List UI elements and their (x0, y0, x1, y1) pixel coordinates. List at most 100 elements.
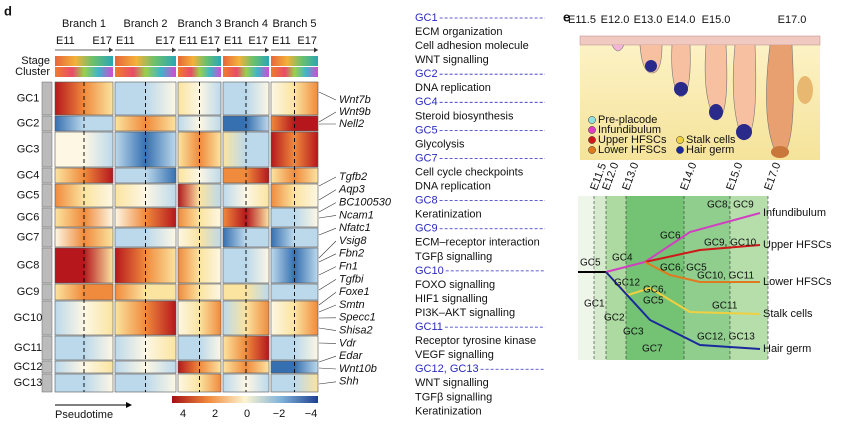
gene-leader (318, 227, 337, 236)
cluster-bar (178, 67, 221, 77)
go-term: Glycolysis (415, 138, 465, 150)
stage-bar (115, 56, 176, 66)
arrow-head (217, 47, 221, 53)
lineage-branch (644, 261, 760, 283)
stage-mark: E11 (56, 35, 75, 47)
tree-label: GC5 (580, 258, 601, 269)
stage-band (606, 196, 626, 360)
legend-dot (588, 116, 596, 124)
gene-leader (318, 367, 337, 370)
stage-bar (223, 56, 269, 66)
go-term: DNA replication (415, 82, 491, 94)
stage-band (578, 196, 594, 360)
gene-label: Aqp3 (338, 184, 366, 196)
go-term: DNA replication (415, 181, 491, 193)
cluster-bar (55, 67, 113, 77)
gene-leader (318, 215, 337, 219)
cluster-bar (223, 67, 269, 77)
heatmap-cell (54, 335, 114, 361)
stage-mark: E17 (92, 35, 112, 47)
cluster-label: GC7 (17, 231, 40, 243)
tree-label: GC10, GC11 (697, 271, 754, 282)
gene-leader (318, 189, 337, 201)
gene-leader (318, 279, 337, 291)
fate-label: Stalk cells (763, 308, 813, 320)
branch-label: Branch 1 (62, 18, 106, 30)
gene-leader (318, 266, 337, 276)
go-term: HIF1 signalling (415, 293, 488, 305)
go-cluster: GC4 (415, 96, 438, 108)
go-term: Cell cycle checkpoints (415, 166, 524, 178)
go-cluster: GC2 (415, 68, 438, 80)
gene-leader (318, 291, 337, 306)
branch-label: Branch 4 (224, 18, 268, 30)
tree-label: GC11 (712, 301, 738, 312)
gene-leader (318, 304, 337, 313)
colorbar (172, 396, 318, 403)
colorbar-tick: 4 (180, 408, 186, 420)
gene-leader (318, 253, 337, 263)
gene-leader (318, 91, 337, 101)
gene-leader (318, 381, 337, 385)
gene-label: Specc1 (339, 312, 376, 324)
legend-dot (588, 146, 596, 154)
stage-bar (271, 56, 318, 66)
cluster-label: GC3 (17, 143, 40, 155)
go-cluster: GC5 (415, 124, 438, 136)
go-cluster: GC1 (415, 12, 438, 24)
tree-label: GC6 (660, 231, 681, 242)
gene-leader (318, 355, 337, 363)
tree-label: GC1 (584, 299, 605, 310)
stage-mark: E11 (224, 35, 243, 47)
gene-label: Tgfbi (339, 273, 364, 285)
cluster-label: GC4 (17, 169, 40, 181)
panel-label: d (4, 3, 12, 18)
gene-leader (318, 327, 337, 331)
cluster-label: GC9 (17, 286, 40, 298)
tree-label: GC8, GC9 (707, 200, 754, 211)
tree-label: GC5 (643, 296, 664, 307)
fate-label: Lower HFSCs (763, 276, 832, 288)
cluster-label: GC12 (14, 361, 43, 373)
legend-label: Upper HFSCs (598, 134, 667, 146)
lineage-branch (605, 212, 761, 273)
gland (797, 76, 813, 104)
cluster-box (41, 183, 53, 208)
gene-label: Fbn2 (339, 248, 364, 260)
go-term: TGFβ signalling (415, 391, 492, 403)
tree-label: GC6, GC5 (660, 263, 707, 274)
arrow-head (109, 47, 113, 53)
stage-label: E11.5 (568, 14, 596, 26)
hair-germ (674, 82, 688, 96)
cluster-label: GC10 (14, 312, 43, 324)
go-term: PI3K–AKT signalling (415, 307, 515, 319)
legend-label: Lower HFSCs (598, 144, 667, 156)
stage-label: E14.0 (667, 14, 696, 26)
go-term: Receptor tyrosine kinase (415, 335, 536, 347)
legend-label: Infundibulum (598, 124, 661, 136)
go-cluster: GC8 (415, 195, 438, 207)
arrow-head (314, 47, 318, 53)
gene-leader (318, 111, 337, 123)
go-cluster: GC11 (415, 321, 443, 333)
cluster-label: GC1 (17, 92, 40, 104)
gene-label: Nell2 (339, 118, 364, 130)
colorbar-tick: 2 (212, 408, 218, 420)
gene-label: Nfatc1 (339, 222, 371, 234)
tree-label: GC3 (623, 327, 644, 338)
legend-label: Pre-placode (598, 114, 657, 126)
stage-label: E12.0 (601, 14, 630, 26)
gene-label: Smtn (339, 299, 365, 311)
row-label: Cluster (15, 66, 50, 78)
x-label: Pseudotime (55, 409, 113, 421)
gene-label: Wnt7b (339, 94, 371, 106)
hair-germ (736, 124, 752, 140)
gene-label: Vdr (339, 337, 357, 349)
cluster-label: GC8 (17, 259, 40, 271)
gene-label: Fn1 (339, 261, 358, 273)
tree-label: GC2 (604, 313, 625, 324)
tree-label: GC6, (643, 285, 666, 296)
